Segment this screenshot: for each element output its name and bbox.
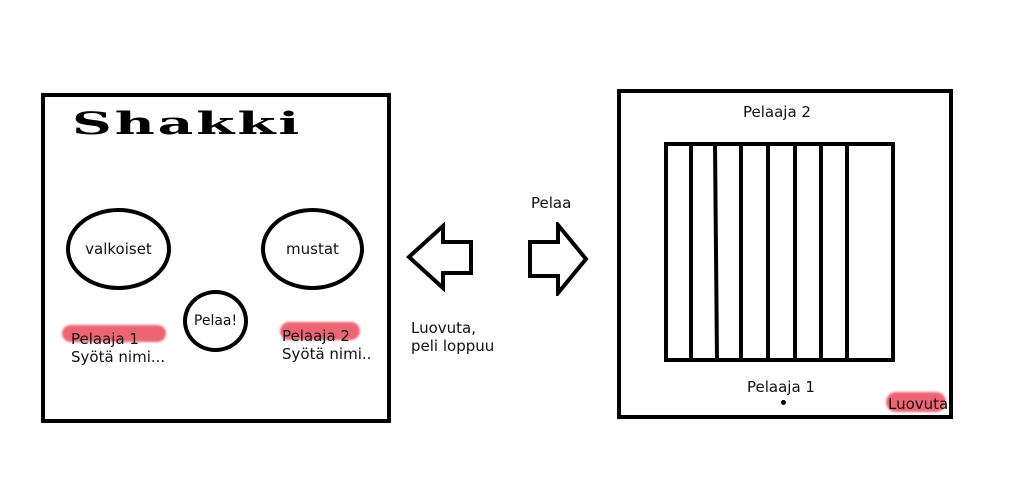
bottom-player-label: Pelaaja 1 — [747, 378, 815, 396]
player2-name-input[interactable]: Syötä nimi.. — [282, 345, 372, 363]
white-pieces-button[interactable]: valkoiset — [66, 208, 171, 290]
resign-button[interactable]: Luovuta — [888, 395, 949, 413]
cursor-dot — [781, 400, 786, 405]
back-transition-label-line2: peli loppuu — [411, 337, 495, 355]
player1-highlight — [62, 325, 166, 342]
black-pieces-button[interactable]: mustat — [261, 208, 364, 290]
player1-name-input[interactable]: Syötä nimi... — [71, 348, 166, 366]
player2-highlight — [280, 322, 360, 340]
play-button-label: Pelaa! — [193, 313, 238, 329]
app-title: Shakki — [72, 104, 303, 142]
forward-transition-label: Pelaa — [531, 194, 572, 212]
forward-arrow-icon — [528, 222, 589, 296]
resign-highlight — [886, 392, 946, 412]
black-pieces-label: mustat — [286, 240, 339, 258]
back-arrow-icon — [406, 222, 473, 292]
back-transition-label-line1: Luovuta, — [411, 319, 477, 337]
player2-label: Pelaaja 2 — [282, 327, 350, 345]
player1-label: Pelaaja 1 — [71, 330, 139, 348]
top-player-label: Pelaaja 2 — [743, 103, 811, 121]
play-button[interactable]: Pelaa! — [183, 290, 248, 352]
white-pieces-label: valkoiset — [85, 240, 152, 258]
chess-board[interactable] — [664, 142, 895, 362]
